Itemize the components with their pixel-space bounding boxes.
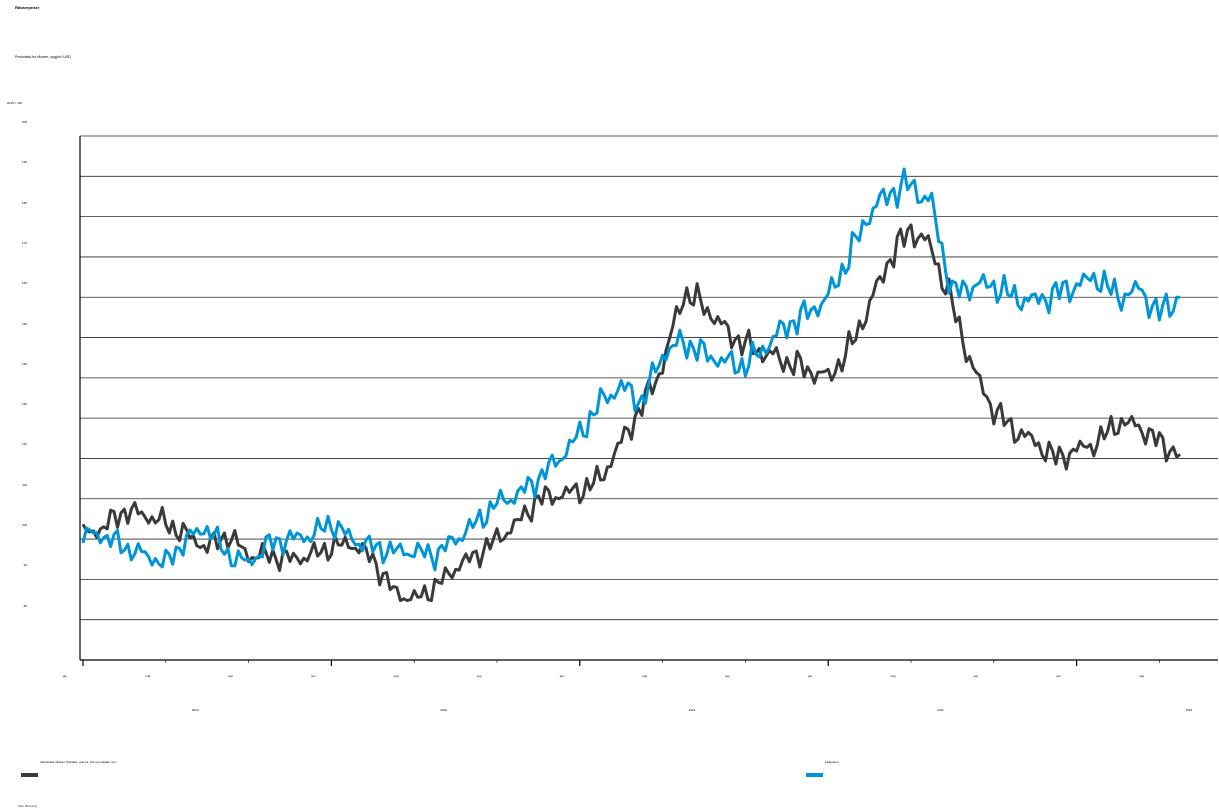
legend-swatch-industrial [21,773,38,777]
x-tick-label: maj [642,674,648,678]
x-tick-label: jan [311,674,316,678]
y-tick-label: 120 [21,442,27,447]
y-tick-label: 150 [21,321,27,326]
x-tick-label: maj [890,674,896,678]
y-tick-label: 130 [21,402,27,407]
x-year-label: 2022 [937,708,944,712]
x-year-label: 2020 [440,708,447,712]
y-tick-label: 160 [21,281,27,286]
x-year-label: 2023 [1185,708,1193,712]
x-tick-label: maj [1138,674,1144,678]
x-tick-label: sep [724,674,730,678]
x-tick-label: jan [1056,674,1061,678]
y-tick-label: 170 [21,240,27,245]
y-tick-label: 180 [21,200,27,205]
x-tick-label: jan [559,674,564,678]
y-tick-label: 90 [23,563,27,568]
legend-swatch-food [806,773,823,777]
y-tick-label: 200 [21,120,27,124]
y-tick-label: 190 [21,160,27,165]
x-year-label: 2021 [688,708,696,712]
y-tick-label: 80 [23,603,27,608]
x-tick-label: sep [973,674,979,678]
x-tick-label: maj [145,674,151,678]
source-note: Kilde: Bloomberg [18,805,38,808]
legend-label-food: Fødevarer [825,760,839,764]
x-tick-label: maj [393,674,399,678]
chart-title: Råvarepriser [15,5,40,10]
chart-subtitle: Prisindeks for råvarer, opgjort i USD [15,55,71,59]
series-line-industrial [81,223,1181,603]
x-tick-label: jan [808,674,813,678]
x-tick-label: sep [476,674,482,678]
series-line-food [81,167,1181,572]
y-axis-unit: 2019 = 100 [7,101,23,105]
x-year-label: 2019 [191,708,199,712]
y-tick-label: 100 [21,523,27,528]
x-tick-label: sep [228,674,234,678]
x-tick-label: jan [62,674,67,678]
legend-label-industrial: Industrielle råvarer (Tekstiler, gummi, … [40,760,117,764]
y-tick-label: 110 [22,482,27,487]
y-tick-label: 140 [21,361,27,366]
